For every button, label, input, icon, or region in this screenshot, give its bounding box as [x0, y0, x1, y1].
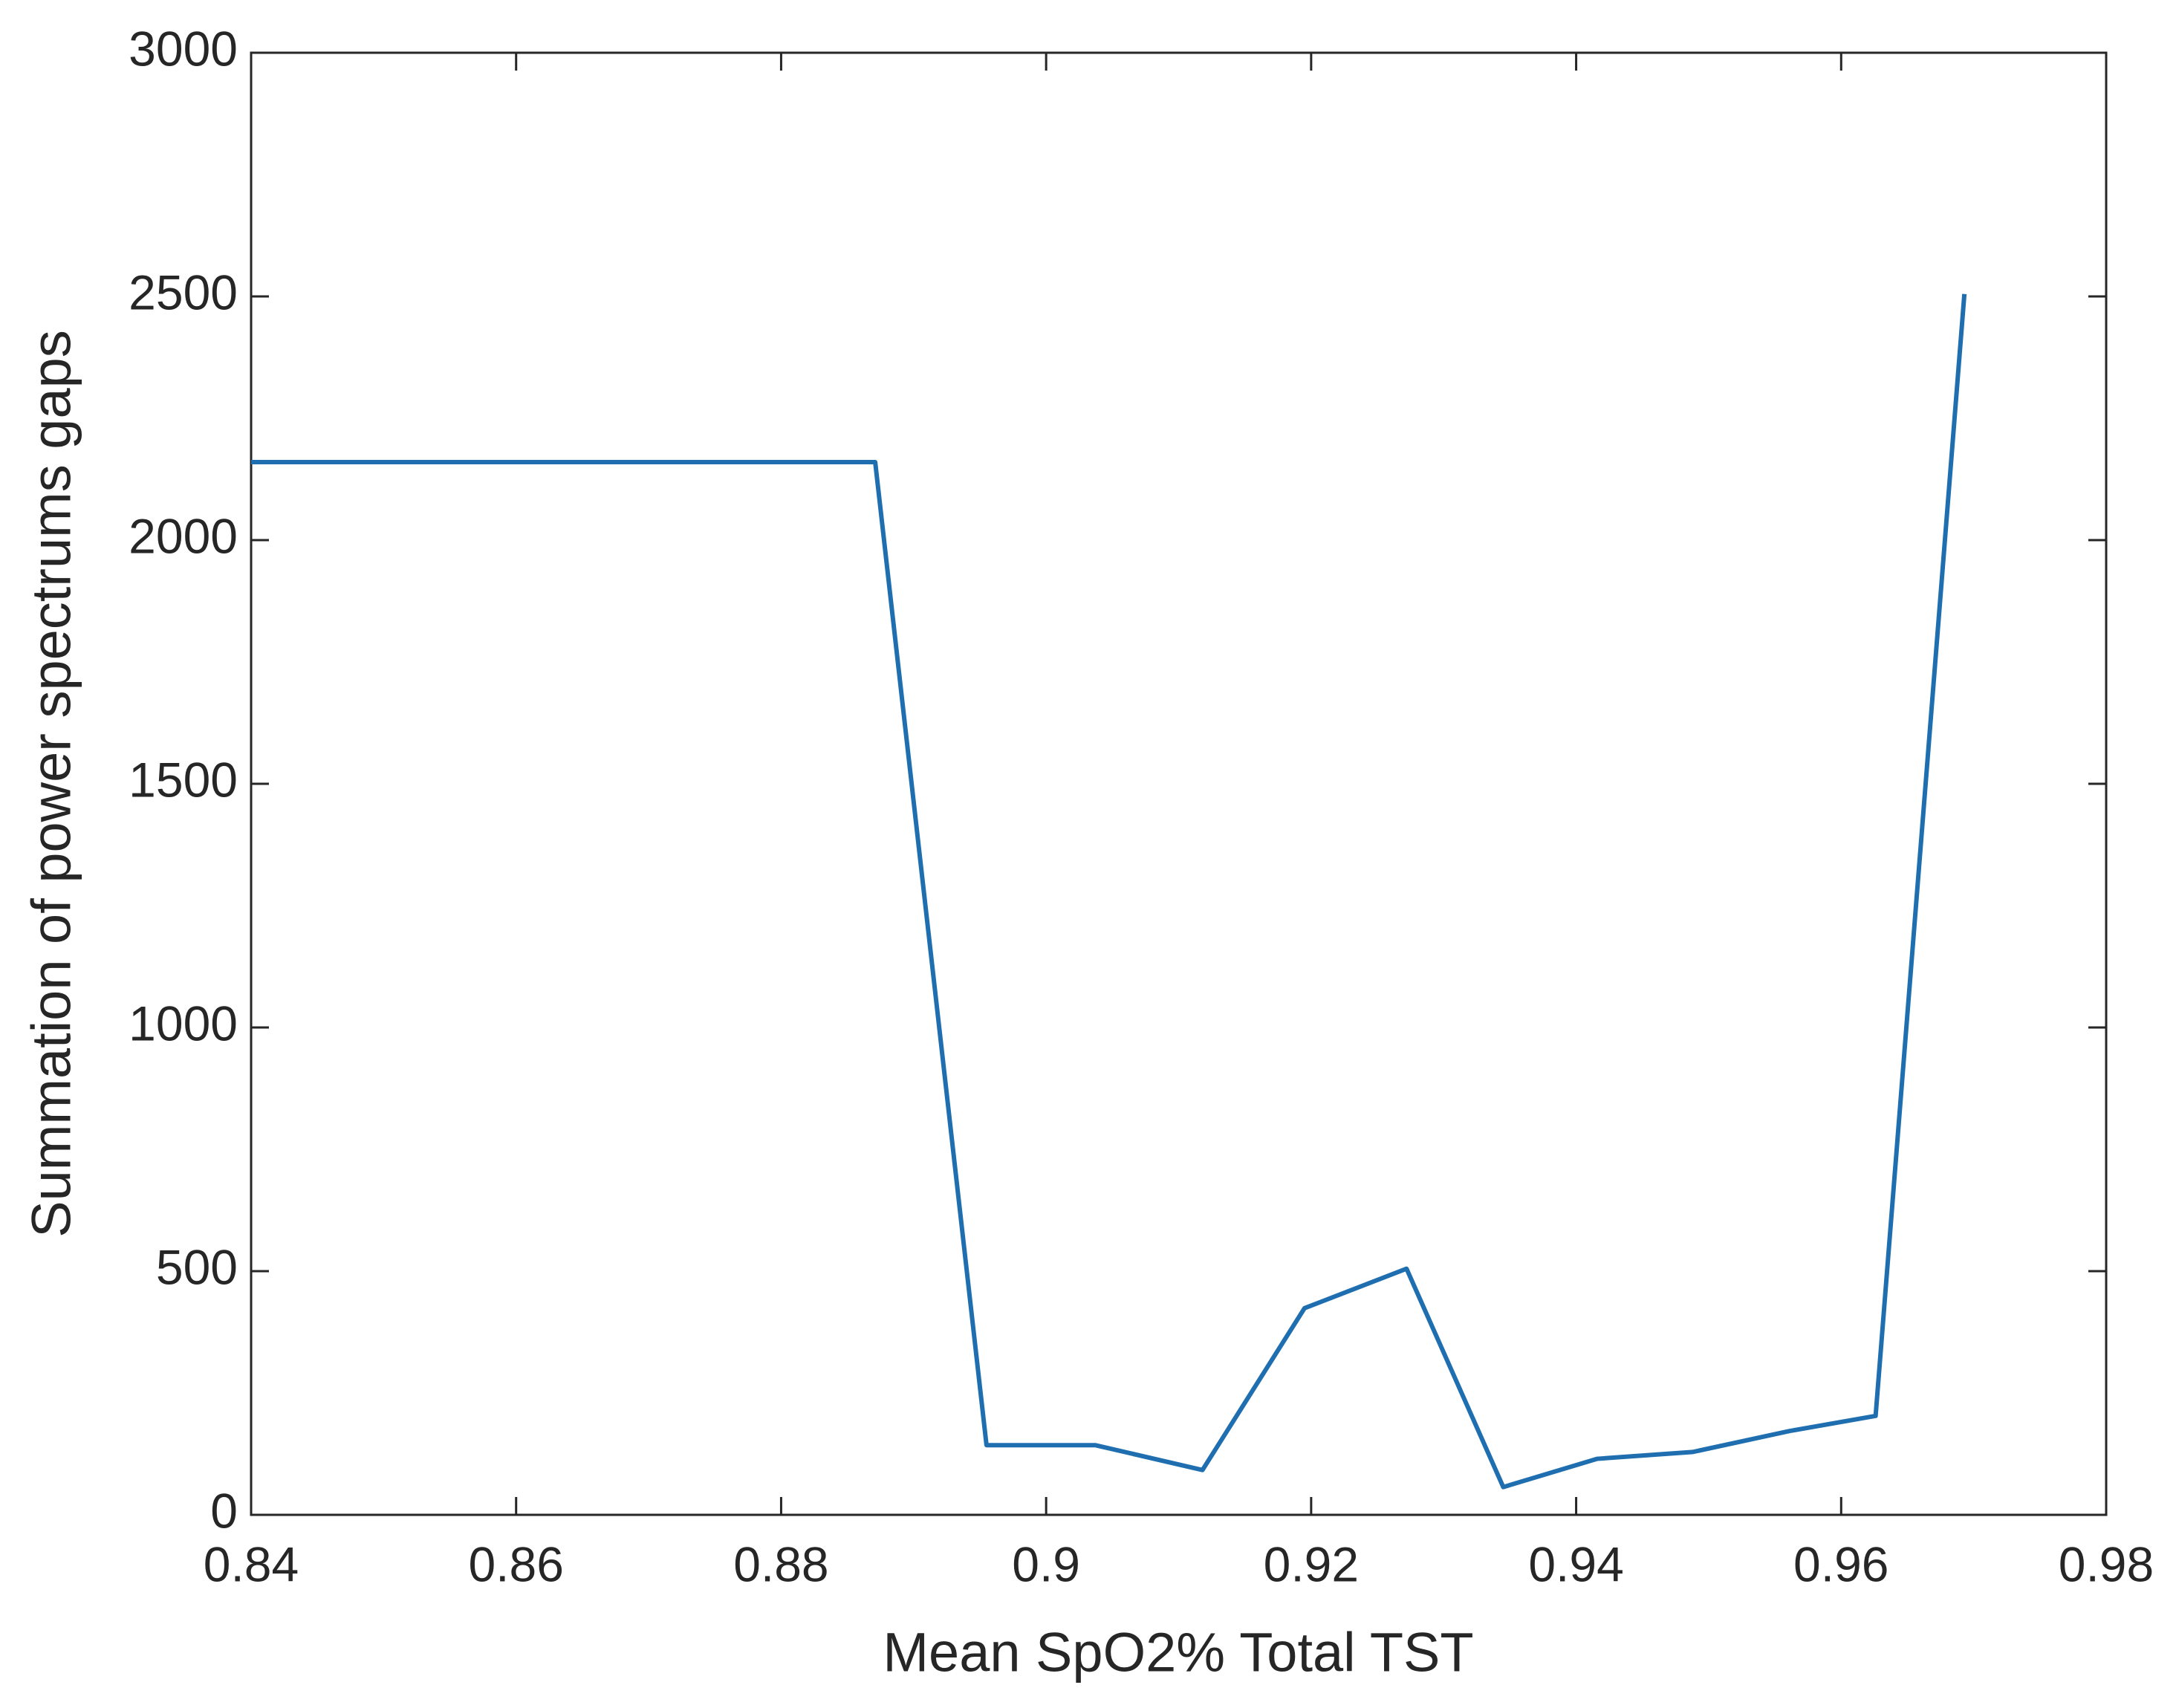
y-tick-label: 1000: [129, 996, 238, 1051]
data-line: [251, 293, 1967, 1490]
y-tick-label: 2000: [129, 508, 238, 563]
plot-frame: [250, 51, 2108, 1516]
x-tick-label: 0.98: [2059, 1536, 2154, 1591]
x-tick-label: 0.84: [204, 1536, 299, 1591]
y-tick-label: 2500: [129, 264, 238, 319]
x-axis-label: Mean SpO2% Total TST: [883, 1622, 1473, 1683]
y-tick-label: 1500: [129, 752, 238, 807]
y-axis-label: Summation of power spectrums gaps: [21, 330, 82, 1238]
x-tick-label: 0.92: [1264, 1536, 1359, 1591]
x-tick-label: 0.94: [1528, 1536, 1623, 1591]
x-tick-label: 0.9: [1012, 1536, 1080, 1591]
y-tick-label: 3000: [129, 21, 238, 76]
y-tick-label: 0: [210, 1483, 238, 1538]
y-tick-label: 500: [156, 1239, 238, 1294]
x-tick-label: 0.86: [468, 1536, 563, 1591]
x-tick-label: 0.88: [733, 1536, 828, 1591]
x-tick-label: 0.96: [1793, 1536, 1888, 1591]
